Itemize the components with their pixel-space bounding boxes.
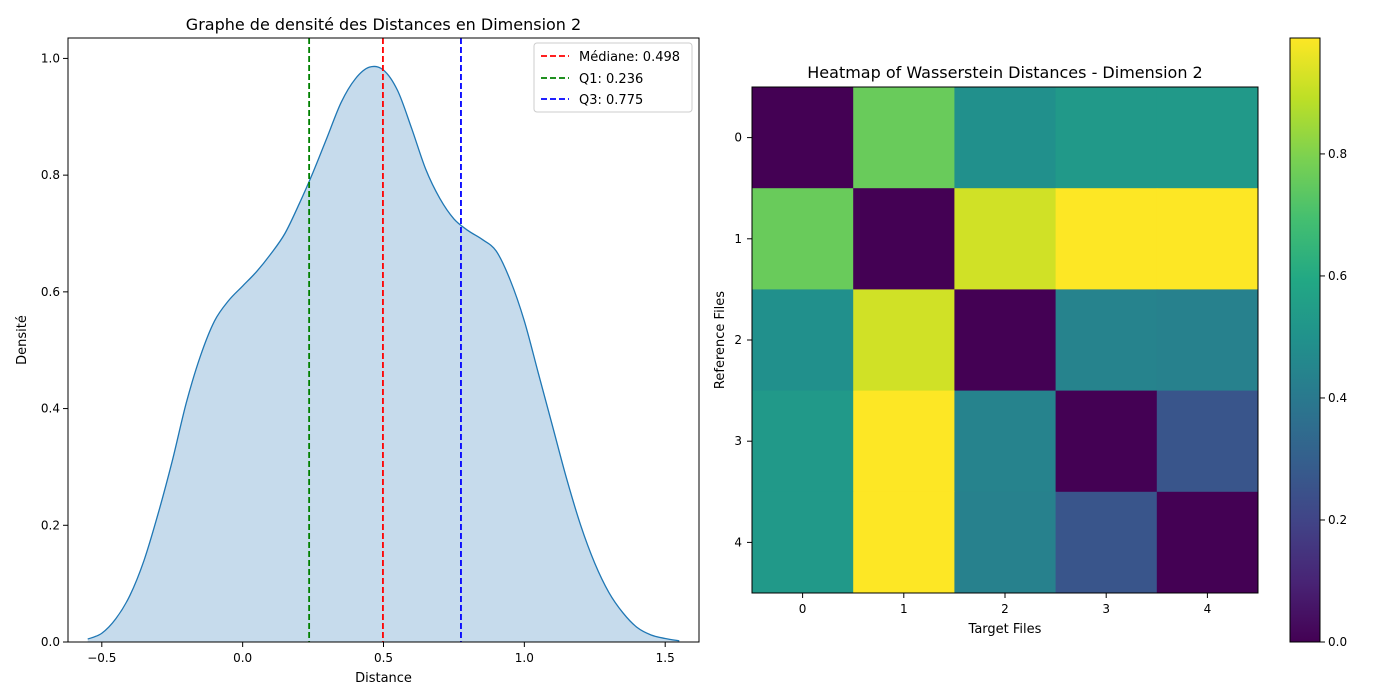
colorbar-ticks: 0.0 0.2 0.4 0.6 0.8 bbox=[1320, 147, 1347, 649]
colorbar-gradient bbox=[1289, 37, 1321, 643]
heatmap-cell bbox=[853, 188, 955, 290]
x-tick-label: 1.5 bbox=[656, 651, 675, 665]
heatmap-title: Heatmap of Wasserstein Distances - Dimen… bbox=[807, 63, 1202, 82]
x-tick-label: 0.5 bbox=[374, 651, 393, 665]
heatmap-cell bbox=[1156, 491, 1259, 594]
heatmap-cell bbox=[954, 491, 1057, 594]
heatmap-cell bbox=[954, 289, 1057, 392]
heatmap-cell bbox=[954, 188, 1057, 290]
x-tick-label: 2 bbox=[1001, 602, 1009, 616]
y-tick-label: 3 bbox=[734, 434, 742, 448]
heatmap-cell bbox=[954, 87, 1057, 189]
density-y-ticks: 0.0 0.2 0.4 0.6 0.8 1.0 bbox=[41, 51, 68, 649]
heatmap-cell bbox=[954, 390, 1057, 493]
y-tick-label: 1.0 bbox=[41, 51, 60, 65]
legend-q3-label: Q3: 0.775 bbox=[579, 93, 643, 108]
heatmap-cells bbox=[752, 87, 1259, 594]
heatmap-cell bbox=[1055, 491, 1158, 594]
x-tick-label: 3 bbox=[1102, 602, 1110, 616]
heatmap-cell bbox=[1055, 390, 1158, 493]
colorbar-tick-label: 0.8 bbox=[1328, 147, 1347, 161]
heatmap-cell bbox=[1055, 289, 1158, 392]
heatmap-cell bbox=[1156, 87, 1259, 189]
density-x-label: Distance bbox=[355, 671, 412, 686]
heatmap-cell bbox=[1156, 390, 1259, 493]
x-tick-label: −0.5 bbox=[87, 651, 116, 665]
y-tick-label: 2 bbox=[734, 333, 742, 347]
y-tick-label: 0.0 bbox=[41, 635, 60, 649]
heatmap-cell bbox=[1055, 87, 1158, 189]
colorbar: 0.0 0.2 0.4 0.6 0.8 bbox=[1289, 37, 1347, 649]
legend-q1-label: Q1: 0.236 bbox=[579, 72, 643, 87]
colorbar-tick-label: 0.0 bbox=[1328, 635, 1347, 649]
heatmap-cell bbox=[853, 289, 955, 392]
y-tick-label: 0 bbox=[734, 131, 742, 145]
density-y-label: Densité bbox=[15, 315, 30, 365]
density-chart: Graphe de densité des Distances en Dimen… bbox=[15, 15, 700, 686]
x-tick-label: 0.0 bbox=[233, 651, 252, 665]
x-tick-label: 4 bbox=[1204, 602, 1212, 616]
heatmap-cell bbox=[752, 390, 854, 493]
colorbar-tick-label: 0.4 bbox=[1328, 391, 1347, 405]
legend-median-label: Médiane: 0.498 bbox=[579, 50, 680, 65]
heatmap-cell bbox=[1055, 188, 1158, 290]
y-tick-label: 0.4 bbox=[41, 402, 60, 416]
heatmap-y-label: Reference Files bbox=[713, 291, 728, 389]
legend-box bbox=[533, 42, 693, 113]
heatmap-chart: Heatmap of Wasserstein Distances - Dimen… bbox=[713, 63, 1259, 637]
y-tick-label: 0.2 bbox=[41, 518, 60, 532]
x-tick-label: 0 bbox=[799, 602, 807, 616]
density-legend: Médiane: 0.498 Q1: 0.236 Q3: 0.775 bbox=[533, 42, 693, 113]
colorbar-tick-label: 0.6 bbox=[1328, 269, 1347, 283]
heatmap-y-ticks: 0 1 2 3 4 bbox=[734, 131, 752, 549]
heatmap-cell bbox=[853, 390, 955, 493]
heatmap-cell bbox=[853, 491, 955, 594]
y-tick-label: 4 bbox=[734, 535, 742, 549]
heatmap-cell bbox=[752, 87, 854, 189]
density-x-ticks: −0.5 0.0 0.5 1.0 1.5 bbox=[87, 642, 675, 665]
x-tick-label: 1.0 bbox=[515, 651, 534, 665]
heatmap-cell bbox=[1156, 188, 1259, 290]
heatmap-cell bbox=[1156, 289, 1259, 392]
x-tick-label: 1 bbox=[900, 602, 908, 616]
heatmap-x-label: Target Files bbox=[968, 622, 1042, 637]
heatmap-cell bbox=[752, 289, 854, 392]
y-tick-label: 0.6 bbox=[41, 285, 60, 299]
density-title: Graphe de densité des Distances en Dimen… bbox=[186, 15, 581, 34]
density-plot-area bbox=[87, 38, 680, 642]
heatmap-cell bbox=[752, 491, 854, 594]
heatmap-cell bbox=[752, 188, 854, 290]
colorbar-tick-label: 0.2 bbox=[1328, 513, 1347, 527]
heatmap-x-ticks: 0 1 2 3 4 bbox=[799, 593, 1211, 616]
y-tick-label: 1 bbox=[734, 232, 742, 246]
heatmap-cell bbox=[853, 87, 955, 189]
y-tick-label: 0.8 bbox=[41, 168, 60, 182]
